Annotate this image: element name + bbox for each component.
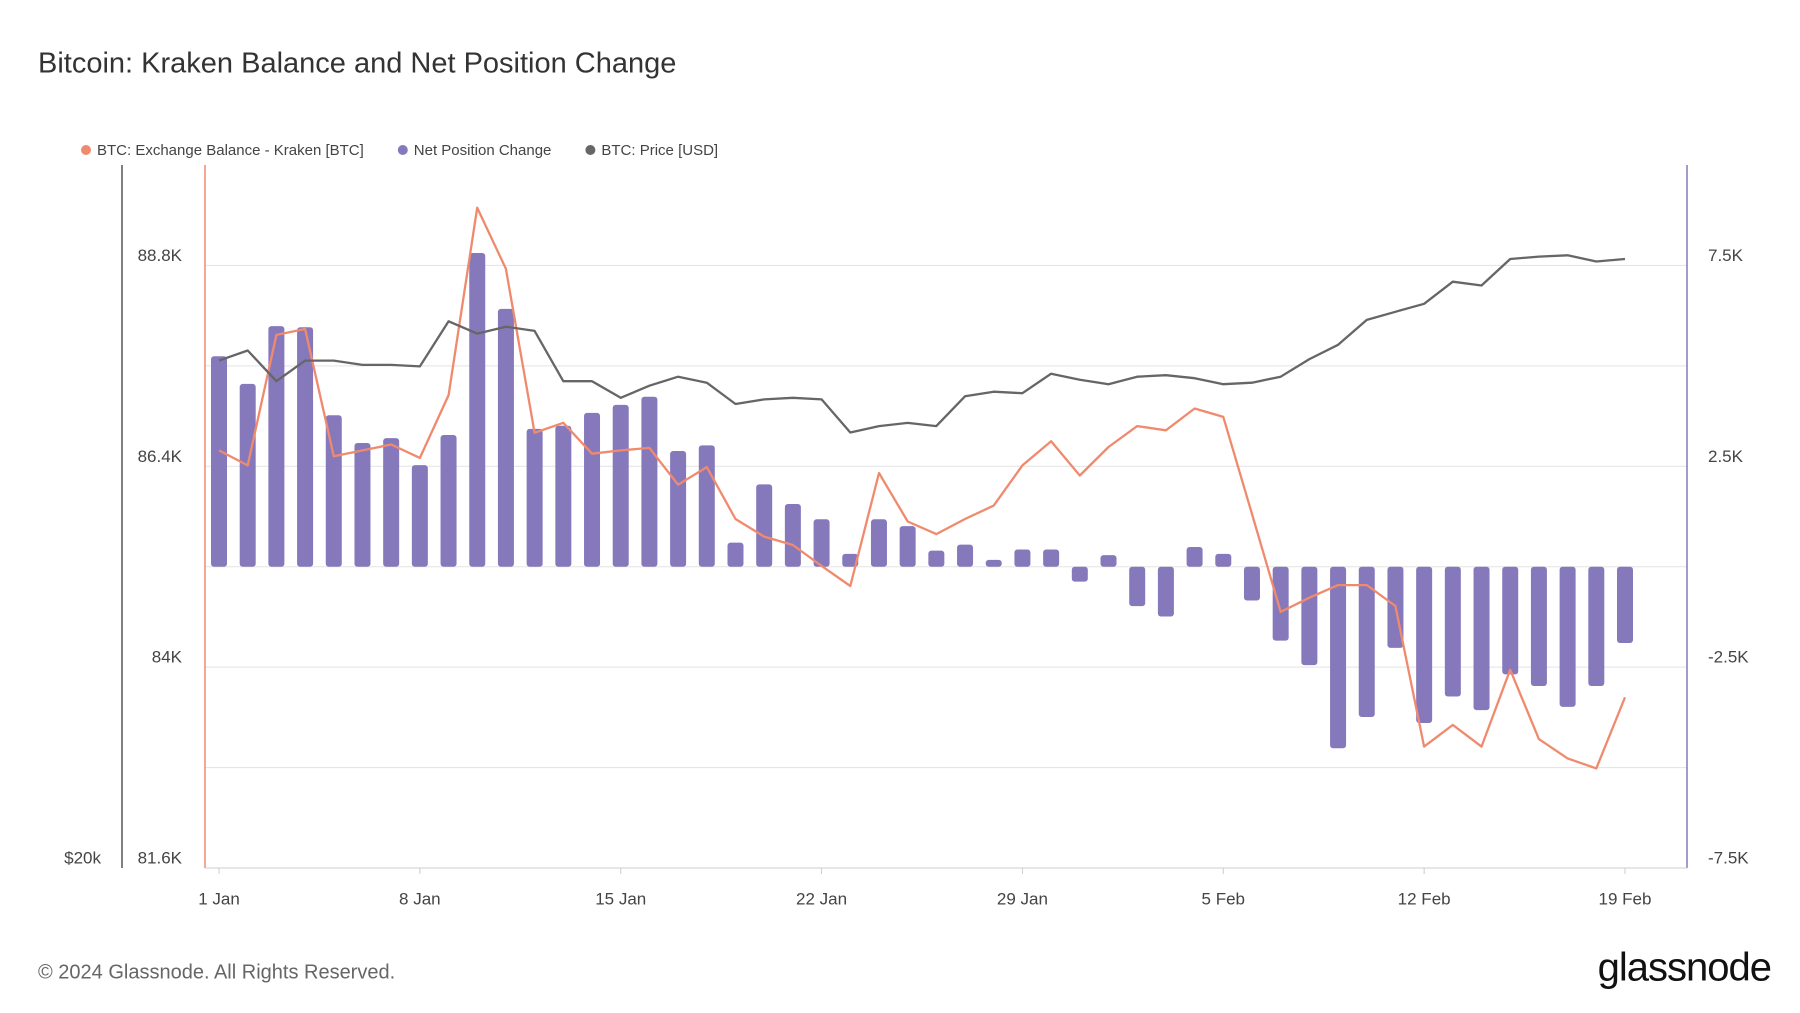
x-tick-label: 12 Feb xyxy=(1398,889,1451,908)
bar xyxy=(670,451,687,567)
bar xyxy=(1272,566,1289,641)
bar xyxy=(325,415,342,567)
legend-label: BTC: Price [USD] xyxy=(601,142,718,159)
bar xyxy=(297,327,314,567)
bar xyxy=(1243,566,1260,601)
bar xyxy=(411,465,428,567)
line xyxy=(218,254,1626,434)
line xyxy=(218,206,1627,770)
bar xyxy=(354,442,371,567)
legend-marker xyxy=(81,145,91,155)
bar xyxy=(1330,566,1347,749)
bar xyxy=(870,519,887,567)
x-tick-label: 29 Jan xyxy=(997,889,1048,908)
bar xyxy=(497,308,514,567)
bar xyxy=(1129,566,1146,607)
bar xyxy=(1215,553,1232,567)
bar xyxy=(268,326,285,567)
y2-tick-label: 7.5K xyxy=(1708,246,1744,265)
bar xyxy=(612,404,629,567)
bar xyxy=(1157,566,1174,617)
legend-marker xyxy=(397,145,408,155)
bar xyxy=(1559,566,1576,707)
bar xyxy=(899,526,916,567)
chart-title: Bitcoin: Kraken Balance and Net Position… xyxy=(38,48,676,80)
bar xyxy=(1358,566,1375,717)
y-tick-label: 84K xyxy=(152,648,183,667)
bar xyxy=(1416,566,1433,723)
bar xyxy=(1502,566,1519,675)
bar xyxy=(1617,566,1633,644)
y-tick-label: 86.4K xyxy=(138,447,183,466)
bar xyxy=(383,438,400,567)
bar xyxy=(928,550,945,567)
bar xyxy=(1100,555,1117,567)
bar xyxy=(1530,566,1547,687)
bar xyxy=(1444,566,1461,697)
bar xyxy=(957,544,974,567)
bar xyxy=(211,356,227,567)
bar xyxy=(813,519,830,567)
y2-tick-label: 2.5K xyxy=(1708,447,1744,466)
bar xyxy=(756,484,773,567)
bar xyxy=(1043,549,1060,567)
bar xyxy=(1014,549,1031,567)
y2-tick-label: -7.5K xyxy=(1708,848,1749,867)
bar xyxy=(842,553,859,567)
bar xyxy=(239,383,256,567)
x-tick-label: 8 Jan xyxy=(399,889,441,908)
legend-label: BTC: Exchange Balance - Kraken [BTC] xyxy=(97,142,364,159)
x-tick-label: 5 Feb xyxy=(1202,889,1245,908)
legend-marker xyxy=(585,145,596,155)
bar xyxy=(784,504,801,567)
bar xyxy=(1186,547,1203,567)
bar xyxy=(469,252,486,567)
x-tick-label: 15 Jan xyxy=(595,889,646,908)
y2-tick-label: -2.5K xyxy=(1708,648,1749,667)
bar xyxy=(1588,566,1605,687)
bar xyxy=(727,542,744,567)
y-tick-label: 81.6K xyxy=(138,848,183,867)
bar xyxy=(985,559,1002,567)
bar xyxy=(526,428,543,567)
x-tick-label: 22 Jan xyxy=(796,889,847,908)
bar xyxy=(1071,566,1088,582)
y-tick-label: 88.8K xyxy=(138,246,183,265)
bar xyxy=(1301,566,1318,666)
x-tick-label: 1 Jan xyxy=(198,889,240,908)
bar xyxy=(641,396,658,567)
x-tick-label: 19 Feb xyxy=(1599,889,1652,908)
bar xyxy=(584,412,601,567)
footer: © 2024 Glassnode. All Rights Reserved. xyxy=(38,961,395,983)
bar xyxy=(440,434,457,567)
bar xyxy=(698,445,715,567)
bar xyxy=(1473,566,1490,711)
bar xyxy=(555,425,572,567)
legend-label: Net Position Change xyxy=(414,142,552,159)
brand-logo: glassnode xyxy=(1598,946,1771,990)
y3-tick-label: $20k xyxy=(64,848,101,867)
